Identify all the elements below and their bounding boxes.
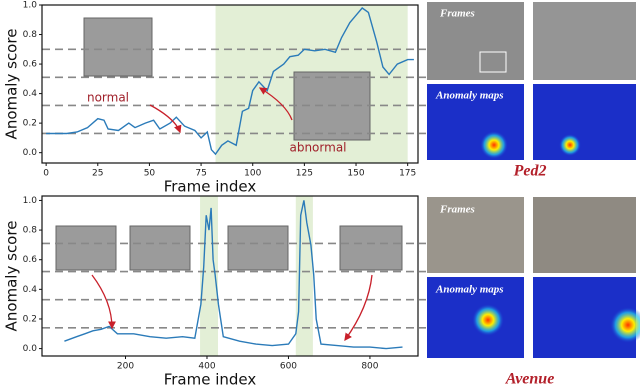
annotation: normal <box>63 205 102 218</box>
x-tick-label: 100 <box>244 169 261 179</box>
image-panels: Frames Frames Anomaly maps Anomaly maps … <box>427 2 640 388</box>
thumbnail <box>129 225 191 271</box>
thumbnail <box>227 225 289 271</box>
y-tick-label: 0.4 <box>23 285 38 295</box>
score-line <box>64 200 403 350</box>
panel-label: Frames <box>439 8 475 20</box>
dataset-label: Avenue <box>505 371 555 388</box>
thumbnail <box>83 17 153 77</box>
annotation: abnormal <box>289 141 346 155</box>
shaded-region <box>295 196 313 356</box>
map-image <box>533 84 636 160</box>
annotation: abnormal <box>232 205 284 218</box>
y-tick-label: 0.8 <box>23 226 38 236</box>
y-tick-label: 0.2 <box>23 314 37 324</box>
annotation: normal <box>87 91 129 105</box>
arrow <box>91 274 116 330</box>
x-tick-label: 175 <box>399 169 416 179</box>
arrow <box>258 87 293 121</box>
arrow <box>149 104 182 134</box>
x-axis-label: Frame index <box>164 178 257 196</box>
y-tick-label: 0.8 <box>23 30 38 40</box>
frame-image <box>533 197 636 273</box>
x-tick-label: 200 <box>117 362 134 372</box>
x-tick-label: 150 <box>347 169 364 179</box>
score-line <box>46 7 414 156</box>
x-tick-label: 800 <box>361 362 378 372</box>
annotation: normal <box>343 205 382 218</box>
y-tick-label: 0.4 <box>23 89 38 99</box>
x-tick-label: 50 <box>144 169 156 179</box>
panel-label: Frames <box>439 204 475 216</box>
x-tick-label: 600 <box>280 362 297 372</box>
y-tick-label: 0.6 <box>23 255 38 265</box>
arrow <box>344 274 373 342</box>
heat <box>610 307 640 343</box>
plot-frame <box>41 4 419 164</box>
heat <box>472 304 504 336</box>
frame-image <box>427 197 524 273</box>
y-tick-label: 0.0 <box>23 344 38 354</box>
panel-label: Anomaly maps <box>435 284 504 296</box>
x-tick-label: 25 <box>92 169 103 179</box>
x-tick-label: 75 <box>195 169 206 179</box>
thumbnail <box>339 225 403 271</box>
plot-frame <box>41 195 419 357</box>
heat <box>559 134 581 156</box>
map-image <box>427 84 524 160</box>
box <box>479 51 507 73</box>
y-tick-label: 0.0 <box>23 148 38 158</box>
panel-label: Anomaly maps <box>435 90 504 102</box>
charts: 0.0 0.2 0.4 0.6 0.8 1.0 0 25 50 75 100 125 150 175 Fra… <box>3 1 426 389</box>
thumbnail <box>55 225 117 271</box>
dataset-label: Ped2 <box>513 163 547 180</box>
y-axis-label: Anomaly score <box>3 221 21 332</box>
y-axis-label: Anomaly score <box>3 29 21 140</box>
x-tick-label: 400 <box>198 362 215 372</box>
x-tick-label: 125 <box>296 169 313 179</box>
x-axis-label: Frame index <box>164 371 257 389</box>
heat <box>480 131 508 159</box>
y-tick-label: 0.6 <box>23 60 38 70</box>
y-tick-label: 0.2 <box>23 119 37 129</box>
annotation: abnormal <box>128 205 180 218</box>
frame-image <box>427 2 524 80</box>
frame-image <box>533 2 636 80</box>
y-tick-label: 1.0 <box>23 1 38 11</box>
x-tick-label: 0 <box>43 169 49 179</box>
y-tick-label: 1.0 <box>23 196 38 206</box>
